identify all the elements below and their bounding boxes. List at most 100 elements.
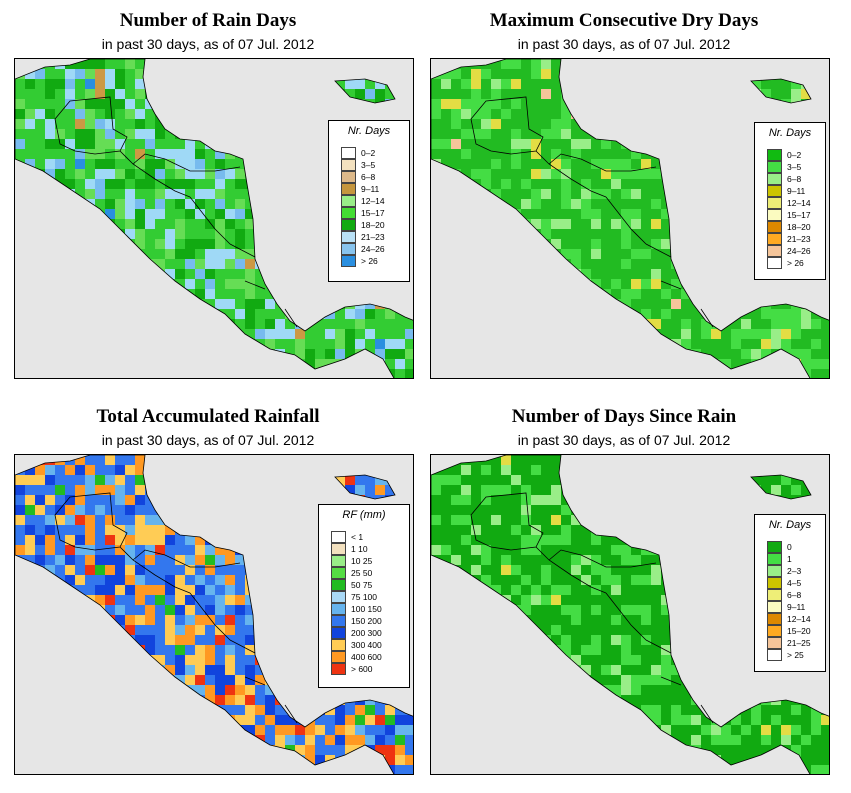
- panel-title: Total Accumulated Rainfall: [96, 406, 320, 427]
- legend-label: 200 300: [351, 628, 382, 638]
- legend-label: 1 10: [351, 544, 368, 554]
- panel-total-rainfall: Total Accumulated Rainfall in past 30 da…: [0, 396, 416, 776]
- legend-days-since-rain: Nr. Days 0 1 2–3 4–5 6–8 9–11 12–14 15–20 21–25 >…: [754, 514, 826, 672]
- panel-subtitle: in past 30 days, as of 07 Jul. 2012: [101, 432, 315, 448]
- legend-title: Nr. Days: [768, 127, 812, 139]
- legend-label: 24–26: [787, 246, 811, 256]
- legend-swatch: [341, 195, 356, 207]
- legend-label: > 26: [361, 256, 378, 266]
- legend-label: > 26: [787, 258, 804, 268]
- legend-label: 21–23: [361, 232, 385, 242]
- country-borders: [470, 96, 714, 328]
- legend-title: Nr. Days: [347, 125, 391, 137]
- legend-swatch: [767, 553, 782, 565]
- legend-label: 12–14: [787, 614, 811, 624]
- legend-swatch: [331, 663, 346, 675]
- legend-swatch: [341, 255, 356, 267]
- legend-swatch: [331, 615, 346, 627]
- legend-swatch: [767, 589, 782, 601]
- panel-title: Number of Rain Days: [119, 10, 297, 31]
- legend-label: 21–25: [787, 638, 811, 648]
- legend-swatch: [331, 567, 346, 579]
- coastline: [15, 59, 413, 378]
- legend-swatch: [767, 565, 782, 577]
- legend-label: 1: [787, 554, 792, 564]
- legend-label: 6–8: [787, 174, 802, 184]
- legend-label: 300 400: [351, 640, 382, 650]
- panel-rain-days: Number of Rain Days in past 30 days, as …: [0, 0, 416, 380]
- legend-label: 15–17: [787, 210, 811, 220]
- legend-rain-days: Nr. Days 0–2 3–5 6–8 9–11 12–14 15–17 18–20 21–…: [328, 120, 410, 282]
- legend-swatch: [341, 171, 356, 183]
- legend-label: 75 100: [351, 592, 377, 602]
- panel-subtitle: in past 30 days, as of 07 Jul. 2012: [517, 36, 731, 52]
- legend-label: 24–26: [361, 244, 385, 254]
- legend-swatch: [767, 233, 782, 245]
- legend-label: 18–20: [361, 220, 385, 230]
- legend-label: 15–20: [787, 626, 811, 636]
- panel-subtitle: in past 30 days, as of 07 Jul. 2012: [517, 432, 731, 448]
- legend-label: 50 75: [351, 580, 373, 590]
- legend-swatch: [767, 577, 782, 589]
- coastline: [15, 455, 413, 774]
- legend-swatch: [331, 639, 346, 651]
- legend-label: 0–2: [361, 148, 376, 158]
- legend-swatch: [767, 637, 782, 649]
- country-borders: [470, 492, 714, 724]
- legend-swatch: [767, 185, 782, 197]
- legend-total-rainfall: RF (mm) < 1 1 10 10 25 25 50 50 75 75 100 100 …: [318, 504, 410, 688]
- coastline: [431, 455, 829, 774]
- legend-label: 400 600: [351, 652, 382, 662]
- legend-label: 6–8: [787, 590, 802, 600]
- legend-swatch: [331, 591, 346, 603]
- legend-swatch: [341, 219, 356, 231]
- legend-swatch: [767, 173, 782, 185]
- legend-label: 18–20: [787, 222, 811, 232]
- legend-swatch: [767, 161, 782, 173]
- legend-label: 6–8: [361, 172, 376, 182]
- map-rain-days: [14, 58, 414, 379]
- legend-label: 3–5: [361, 160, 376, 170]
- legend-swatch: [331, 651, 346, 663]
- legend-label: 10 25: [351, 556, 373, 566]
- legend-swatch: [767, 541, 782, 553]
- legend-swatch: [767, 197, 782, 209]
- legend-label: 9–11: [361, 184, 380, 194]
- country-borders: [54, 96, 298, 328]
- legend-swatch: [767, 149, 782, 161]
- legend-label: 2–3: [787, 566, 802, 576]
- legend-title: RF (mm): [342, 509, 386, 521]
- legend-label: 3–5: [787, 162, 802, 172]
- legend-swatch: [331, 531, 346, 543]
- legend-swatch: [767, 625, 782, 637]
- legend-swatch: [341, 243, 356, 255]
- legend-swatch: [341, 159, 356, 171]
- panel-max-dry-days: Maximum Consecutive Dry Days in past 30 …: [416, 0, 832, 380]
- panel-title: Number of Days Since Rain: [511, 406, 737, 427]
- legend-label: 25 50: [351, 568, 373, 578]
- legend-swatch: [341, 207, 356, 219]
- country-borders: [54, 492, 298, 724]
- legend-swatch: [767, 613, 782, 625]
- legend-label: 12–14: [361, 196, 385, 206]
- legend-swatch: [331, 555, 346, 567]
- map-graphic: [15, 59, 413, 378]
- legend-swatch: [331, 579, 346, 591]
- legend-swatch: [341, 231, 356, 243]
- legend-label: 9–11: [787, 186, 806, 196]
- legend-swatch: [341, 183, 356, 195]
- panel-title: Maximum Consecutive Dry Days: [489, 10, 759, 31]
- legend-label: 0–2: [787, 150, 802, 160]
- legend-label: 4–5: [787, 578, 802, 588]
- legend-swatch: [767, 221, 782, 233]
- legend-max-dry-days: Nr. Days 0–2 3–5 6–8 9–11 12–14 15–17 18–20 21–…: [754, 122, 826, 280]
- legend-title: Nr. Days: [768, 519, 812, 531]
- legend-swatch: [767, 649, 782, 661]
- legend-label: > 600: [351, 664, 373, 674]
- legend-label: 21–23: [787, 234, 811, 244]
- legend-label: 0: [787, 542, 792, 552]
- legend-label: 15–17: [361, 208, 385, 218]
- legend-label: 9–11: [787, 602, 806, 612]
- legend-swatch: [331, 543, 346, 555]
- legend-swatch: [341, 147, 356, 159]
